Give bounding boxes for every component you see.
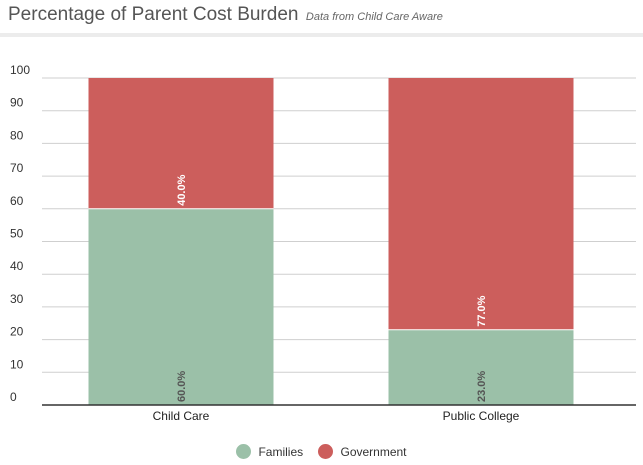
legend-label-families: Families — [258, 444, 304, 459]
data-label: 60.0% — [176, 371, 188, 402]
bar-government-child-care — [88, 78, 274, 209]
y-tick-label: 10 — [10, 357, 24, 371]
y-tick-label: 60 — [10, 194, 24, 208]
chart-legend: Families Government — [0, 444, 643, 462]
data-label: 77.0% — [476, 295, 488, 326]
legend-item-families: Families — [236, 444, 303, 459]
y-tick-label: 30 — [10, 292, 24, 306]
header-divider — [0, 33, 643, 37]
y-tick-label: 90 — [10, 96, 24, 110]
bar-government-public-college — [388, 78, 574, 330]
stacked-bar-chart: 0 10 20 30 40 50 60 70 80 90 100 60.0% 40.0% Child Ca… — [10, 63, 636, 423]
y-tick-label: 0 — [10, 390, 17, 404]
y-tick-label: 70 — [10, 161, 24, 175]
legend-label-government: Government — [340, 444, 407, 459]
y-tick-label: 80 — [10, 128, 24, 142]
y-tick-label: 20 — [10, 325, 24, 339]
legend-swatch-government — [318, 444, 334, 459]
data-label: 40.0% — [176, 174, 188, 205]
y-tick-label: 40 — [10, 259, 24, 273]
chart-subtitle: Data from Child Care Aware — [305, 11, 443, 23]
chart-header: Percentage of Parent Cost Burden Data fr… — [8, 4, 443, 26]
x-tick-label: Child Care — [153, 409, 210, 423]
bar-families-child-care — [88, 208, 274, 405]
chart-title: Percentage of Parent Cost Burden — [8, 4, 299, 25]
y-tick-label: 50 — [10, 227, 24, 241]
y-tick-label: 100 — [10, 63, 30, 77]
bar-families-public-college — [388, 329, 574, 405]
data-label: 23.0% — [476, 371, 488, 402]
legend-swatch-families — [236, 444, 252, 459]
x-tick-label: Public College — [443, 409, 520, 423]
legend-item-government: Government — [318, 444, 407, 459]
